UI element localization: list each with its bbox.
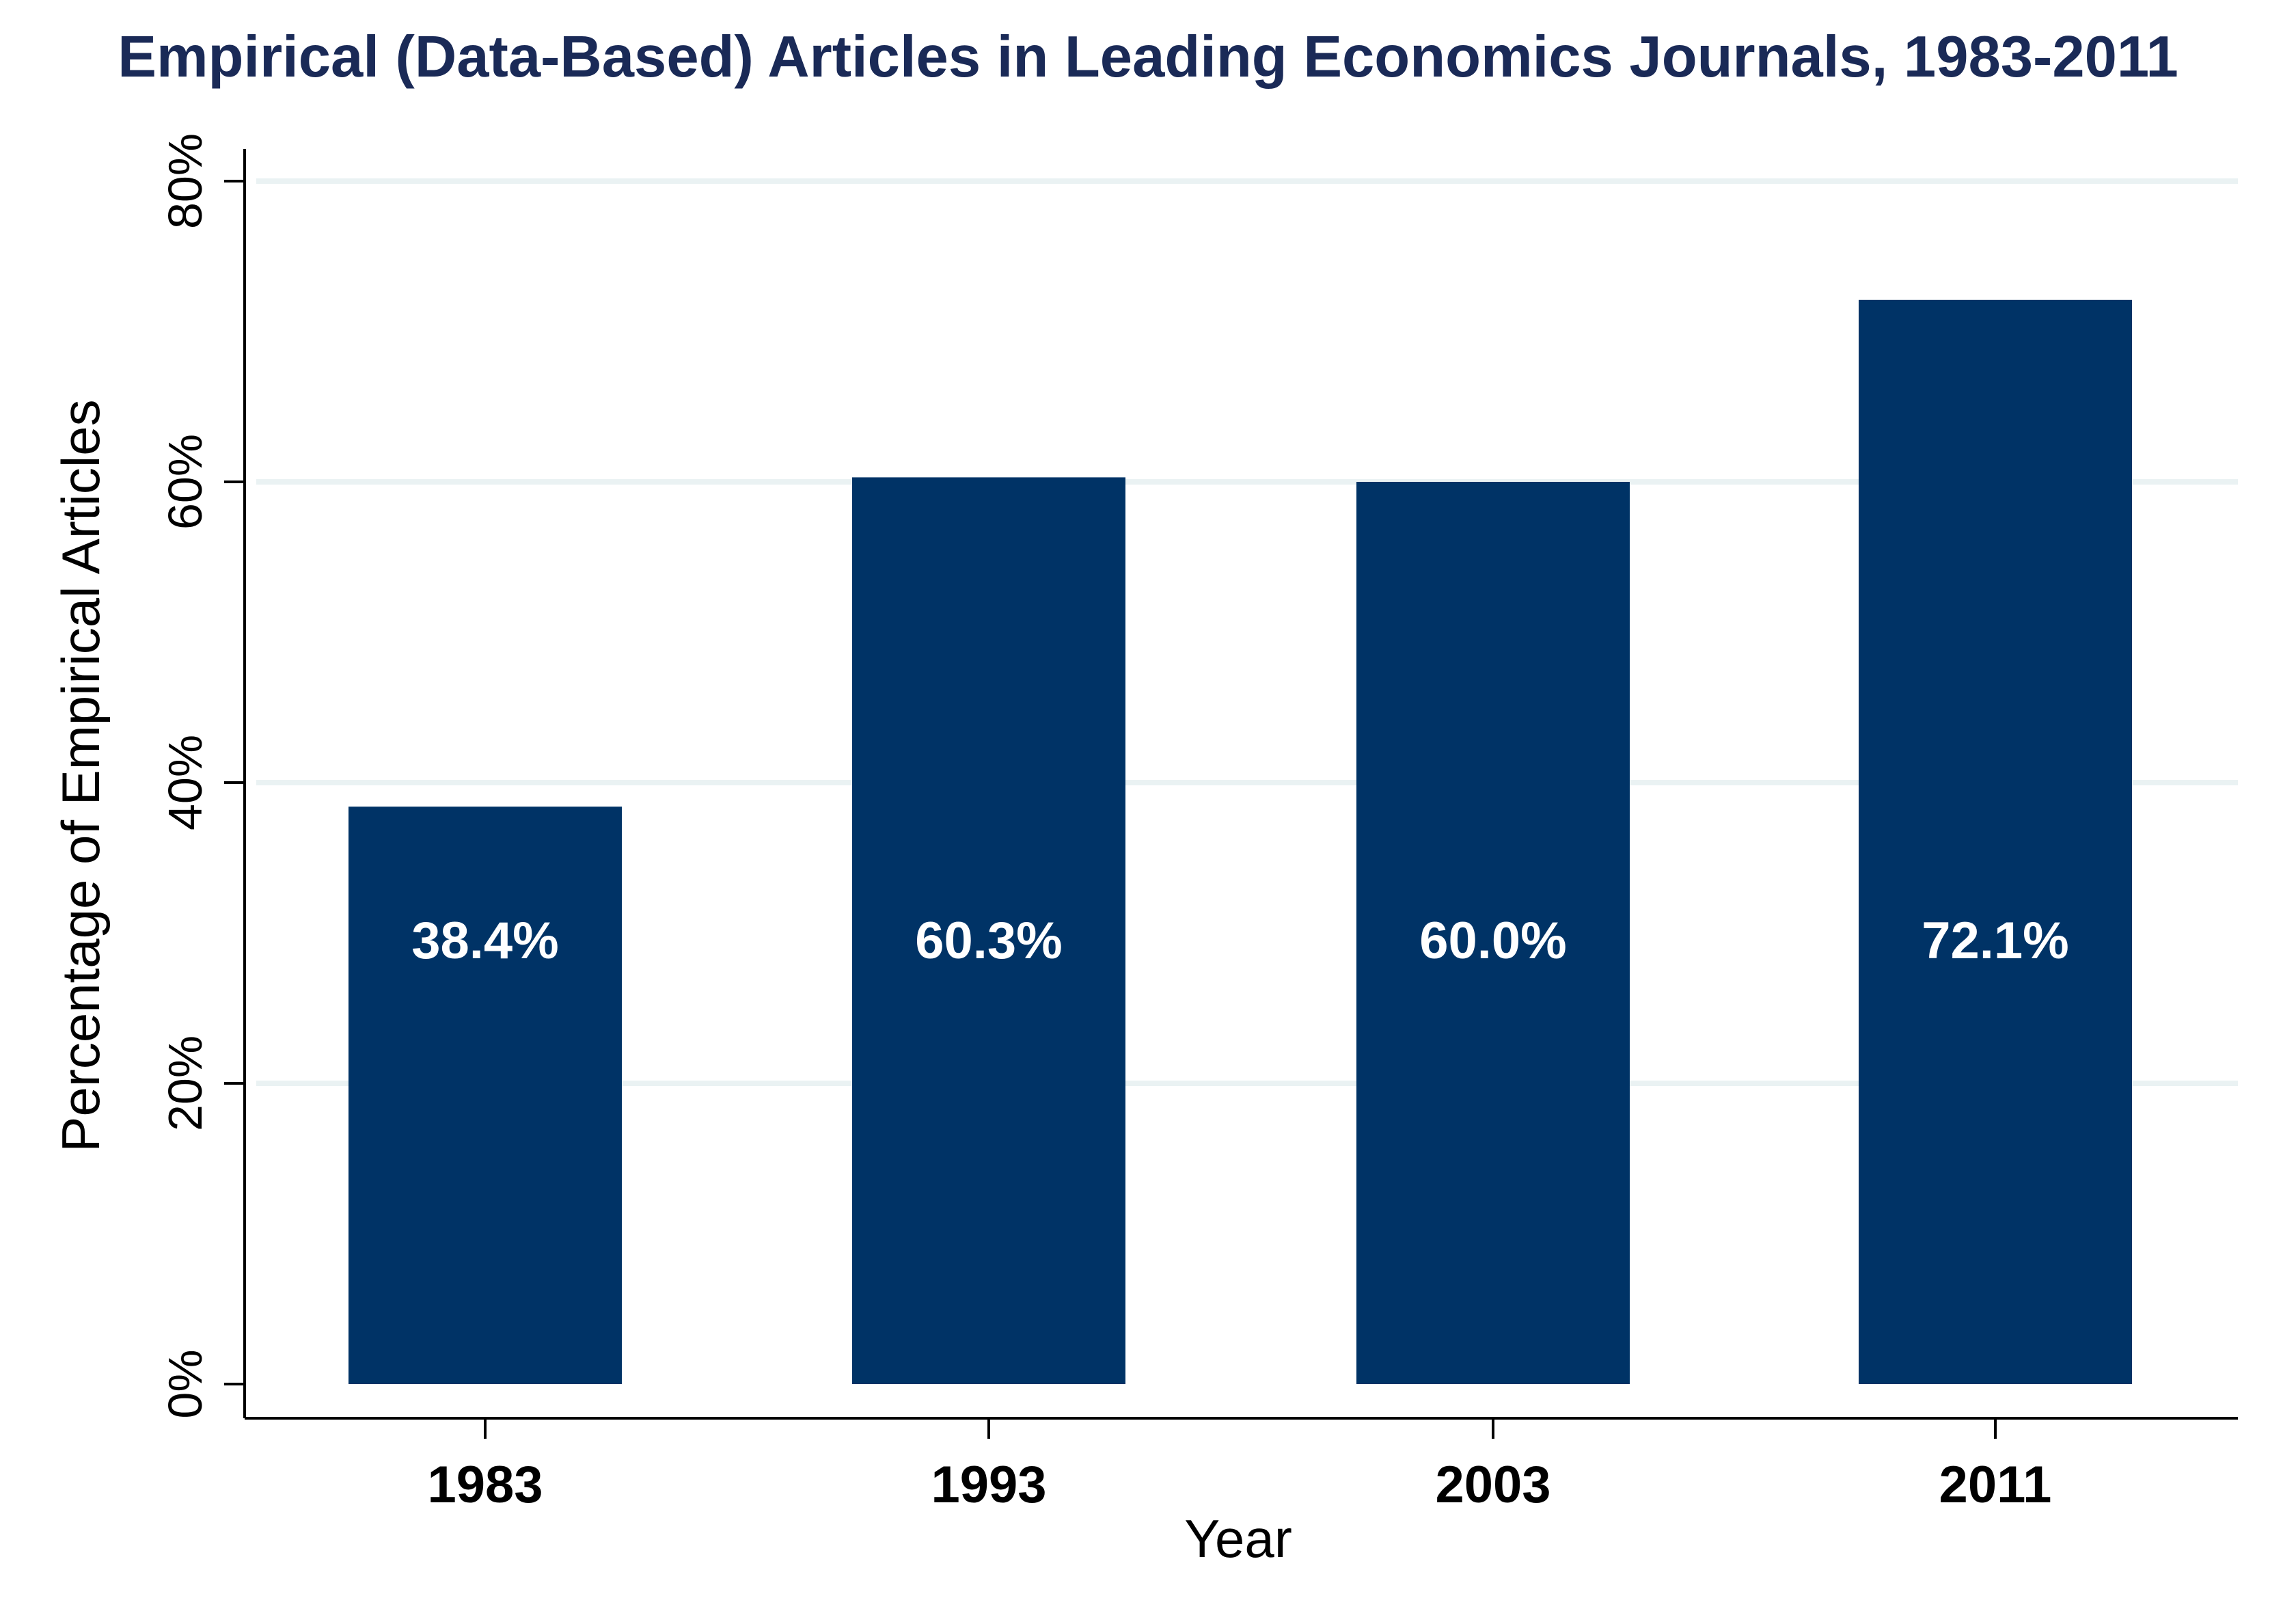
data-label: 38.4% [411, 912, 559, 970]
x-tick-label: 1983 [427, 1456, 543, 1514]
x-ticks: 1983 1993 2003 2011 [427, 1418, 2051, 1514]
y-tick-label: 20% [159, 1035, 212, 1131]
y-axis-label: Percentage of Empirical Articles [51, 399, 111, 1152]
y-tick-label: 40% [159, 735, 212, 830]
x-axis-label: Year [1184, 1508, 1292, 1569]
bars [348, 299, 2132, 1384]
chart-title: Empirical (Data-Based) Articles in Leadi… [118, 25, 2178, 90]
x-tick-label: 2011 [1939, 1456, 2052, 1514]
data-label: 60.3% [915, 912, 1063, 970]
bar-1993 [852, 477, 1125, 1384]
x-tick-label: 2003 [1435, 1456, 1550, 1514]
y-tick-label: 60% [159, 434, 212, 530]
y-ticks: 0% 20% 40% 60% 80% [159, 133, 245, 1419]
bar-2003 [1356, 482, 1630, 1384]
data-label: 72.1% [1922, 912, 2069, 970]
data-label: 60.0% [1419, 912, 1567, 970]
bar-2011 [1859, 299, 2132, 1384]
bar-1983 [348, 807, 622, 1384]
x-tick-label: 1993 [931, 1456, 1046, 1514]
y-tick-label: 80% [159, 133, 212, 229]
y-tick-label: 0% [159, 1349, 212, 1418]
data-labels: 38.4% 60.3% 60.0% 72.1% [411, 912, 2069, 970]
